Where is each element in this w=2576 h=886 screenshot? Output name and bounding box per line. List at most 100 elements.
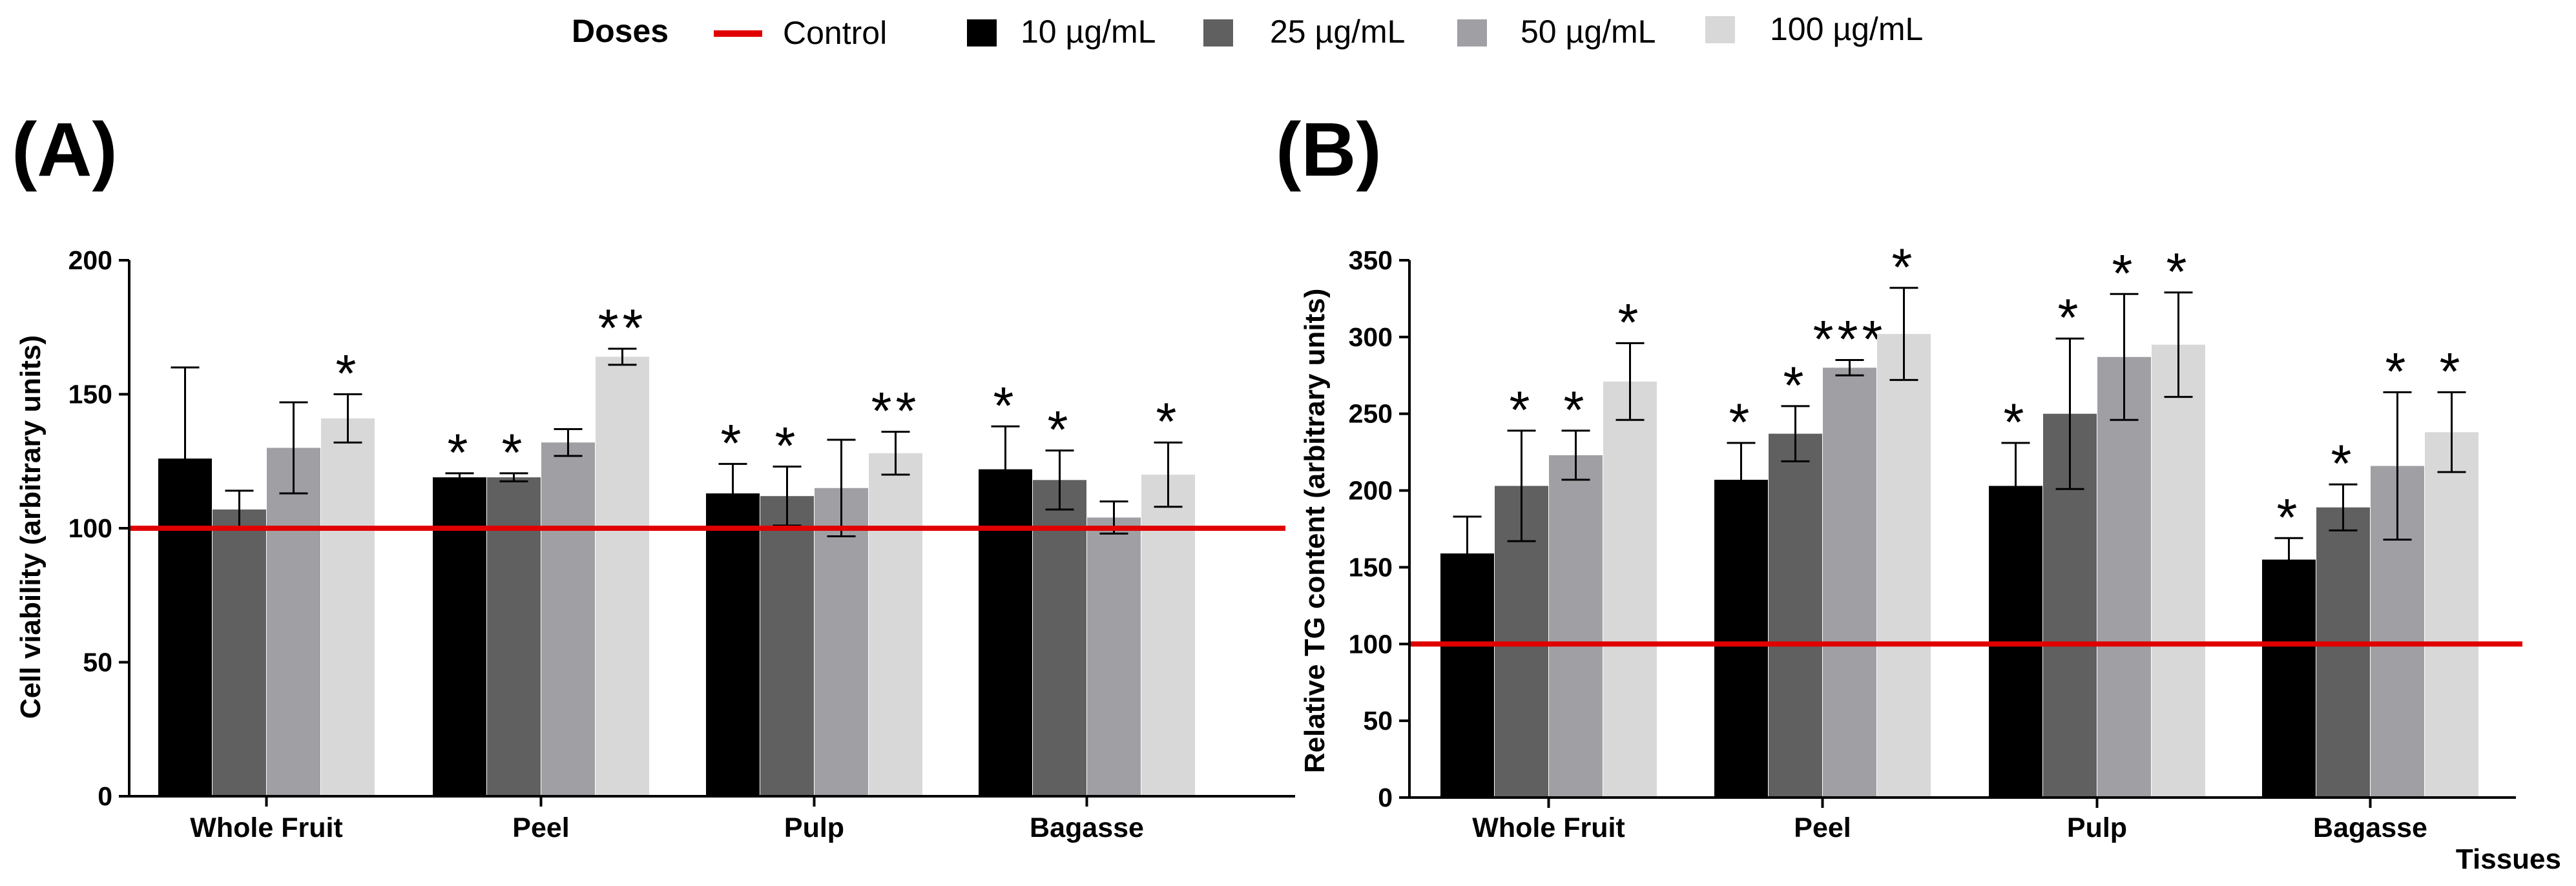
panel-a-x-tick-label: Whole Fruit	[190, 812, 342, 843]
legend-label-10: 10 µg/mL	[1021, 14, 1156, 50]
panel-a-significance-mark: *	[336, 345, 360, 404]
panel-a-y-tick-label: 150	[68, 380, 112, 409]
panel-b-bar	[1877, 334, 1931, 798]
panel-a-bar	[760, 496, 814, 796]
panel-b-significance-mark: *	[1564, 381, 1588, 440]
panel-a-bar	[1141, 475, 1195, 796]
panel-a-significance-mark: *	[993, 376, 1018, 435]
panel-b-bar	[1769, 433, 1822, 798]
legend-control-label: Control	[783, 15, 887, 51]
legend-swatch-10	[967, 19, 997, 46]
panel-a-x-tick-label: Peel	[512, 812, 569, 843]
panel-a-significance-mark: **	[871, 382, 920, 441]
panel-b-significance-mark: *	[2277, 488, 2301, 547]
panel-a-significance-mark: *	[721, 414, 745, 473]
panel-a-bar	[541, 442, 595, 796]
panel-a-y-tick-label: 100	[68, 513, 112, 543]
panel-a-bar	[596, 356, 649, 796]
panel-b-error-bar	[2055, 337, 2084, 490]
panel-a-bar	[213, 509, 266, 796]
panel-b-error-bar	[2001, 442, 2030, 530]
panel-b-bar	[2316, 507, 2370, 798]
panel-b-bar	[2262, 559, 2316, 798]
panel-b-error-bar	[1835, 359, 1864, 376]
panel-a-significance-mark: **	[598, 299, 647, 358]
panel-a-error-bar	[554, 428, 583, 457]
panel-a-x-tick-label: Bagasse	[1030, 812, 1144, 843]
panel-a-bar	[869, 453, 922, 796]
panel-a-error-bar	[773, 466, 802, 527]
panel-b-error-bar	[2437, 391, 2466, 473]
panel-b-x-tick-label: Whole Fruit	[1472, 812, 1625, 843]
panel-a-significance-mark: *	[448, 424, 472, 482]
panel-a-x-tick-label: Pulp	[784, 812, 844, 843]
panel-a-label: (A)	[12, 107, 118, 192]
panel-b-error-bar	[2329, 483, 2358, 531]
panel-b-error-bar	[1727, 442, 1756, 518]
panel-a-error-bar	[1045, 449, 1074, 511]
panel-a-significance-mark: *	[1048, 401, 1072, 460]
panel-a-bar	[487, 477, 541, 796]
panel-a-error-bar	[279, 401, 308, 495]
panel-b-x-tick-label: Bagasse	[2313, 812, 2427, 843]
panel-a-bar	[433, 477, 486, 796]
panel-b-error-bar	[2383, 391, 2412, 541]
panel-a-error-bar	[171, 366, 200, 551]
panel-a-error-bar	[445, 472, 474, 482]
panel-a-error-bar	[333, 393, 362, 444]
panel-b-error-bar	[1507, 429, 1536, 542]
panel-a-error-bar	[1154, 441, 1183, 508]
panel-a-bar	[267, 448, 320, 796]
panel-a-significance-mark: *	[502, 424, 526, 482]
panel-b-bar	[2097, 356, 2151, 798]
panel-a-bar	[1033, 480, 1086, 796]
panel-b-error-bar	[1781, 405, 1810, 462]
legend-swatch-25	[1203, 19, 1233, 46]
panel-b-significance-mark: *	[2440, 342, 2464, 401]
panel-b-y-tick-label: 300	[1349, 322, 1393, 352]
panel-a-bar	[706, 493, 760, 796]
panel-b-y-tick-label: 350	[1349, 245, 1393, 275]
panel-a-error-bar	[499, 472, 528, 482]
panel-a-bar	[321, 418, 375, 796]
panel-b-significance-mark: *	[2385, 342, 2410, 401]
legend-swatch-50	[1457, 19, 1487, 46]
panel-b-significance-mark: *	[2004, 393, 2028, 452]
panel-b-y-axis-label: Relative TG content (arbitrary units)	[1299, 289, 1331, 774]
panel-b-significance-mark: *	[1892, 238, 1916, 297]
panel-b-significance-mark: *	[2166, 243, 2191, 302]
panel-b-plot: * *** *********** **050100150200250300350Wh…	[1349, 238, 2522, 843]
panel-b-significance-mark: *	[1510, 381, 1534, 440]
panel-b-bar	[1714, 479, 1768, 798]
panel-b-x-axis-label: Tissues	[2456, 843, 2561, 875]
legend-label-50: 50 µg/mL	[1521, 14, 1656, 50]
legend-swatch-100	[1705, 16, 1735, 43]
panel-b-significance-mark: *	[2112, 244, 2137, 303]
panel-a-bar	[979, 469, 1032, 796]
panel-b: (B) Relative TG content (arbitrary units…	[1276, 107, 2561, 875]
panel-b-bar	[2425, 432, 2478, 798]
panel-b-y-tick-label: 200	[1349, 476, 1393, 506]
panel-b-error-bar	[1453, 515, 1482, 592]
panel-b-y-tick-label: 150	[1349, 552, 1393, 582]
panel-b-x-tick-label: Peel	[1794, 812, 1851, 843]
panel-b-label: (B)	[1276, 107, 1382, 192]
panel-b-x-tick-label: Pulp	[2067, 812, 2127, 843]
panel-b-y-tick-label: 250	[1349, 399, 1393, 429]
panel-b-significance-mark: *	[2331, 435, 2356, 493]
panel-a: (A) Cell viability (arbitrary units) * **…	[12, 107, 1295, 843]
panel-b-bar	[1823, 367, 1876, 798]
panel-b-significance-mark: ***	[1813, 311, 1887, 369]
panel-b-error-bar	[2110, 293, 2139, 421]
panel-b-error-bar	[2274, 537, 2303, 582]
panel-a-error-bar	[718, 462, 747, 524]
panel-a-y-tick-label: 0	[98, 781, 112, 811]
panel-b-y-tick-label: 50	[1363, 706, 1393, 736]
panel-b-bar	[2152, 344, 2205, 798]
panel-a-y-tick-label: 200	[68, 245, 112, 275]
panel-b-significance-mark: *	[1729, 393, 1754, 452]
legend: Doses Control 10 µg/mL 25 µg/mL 50 µg/mL…	[572, 11, 1923, 51]
legend-label-100: 100 µg/mL	[1770, 11, 1923, 47]
panel-b-error-bar	[1615, 342, 1645, 421]
